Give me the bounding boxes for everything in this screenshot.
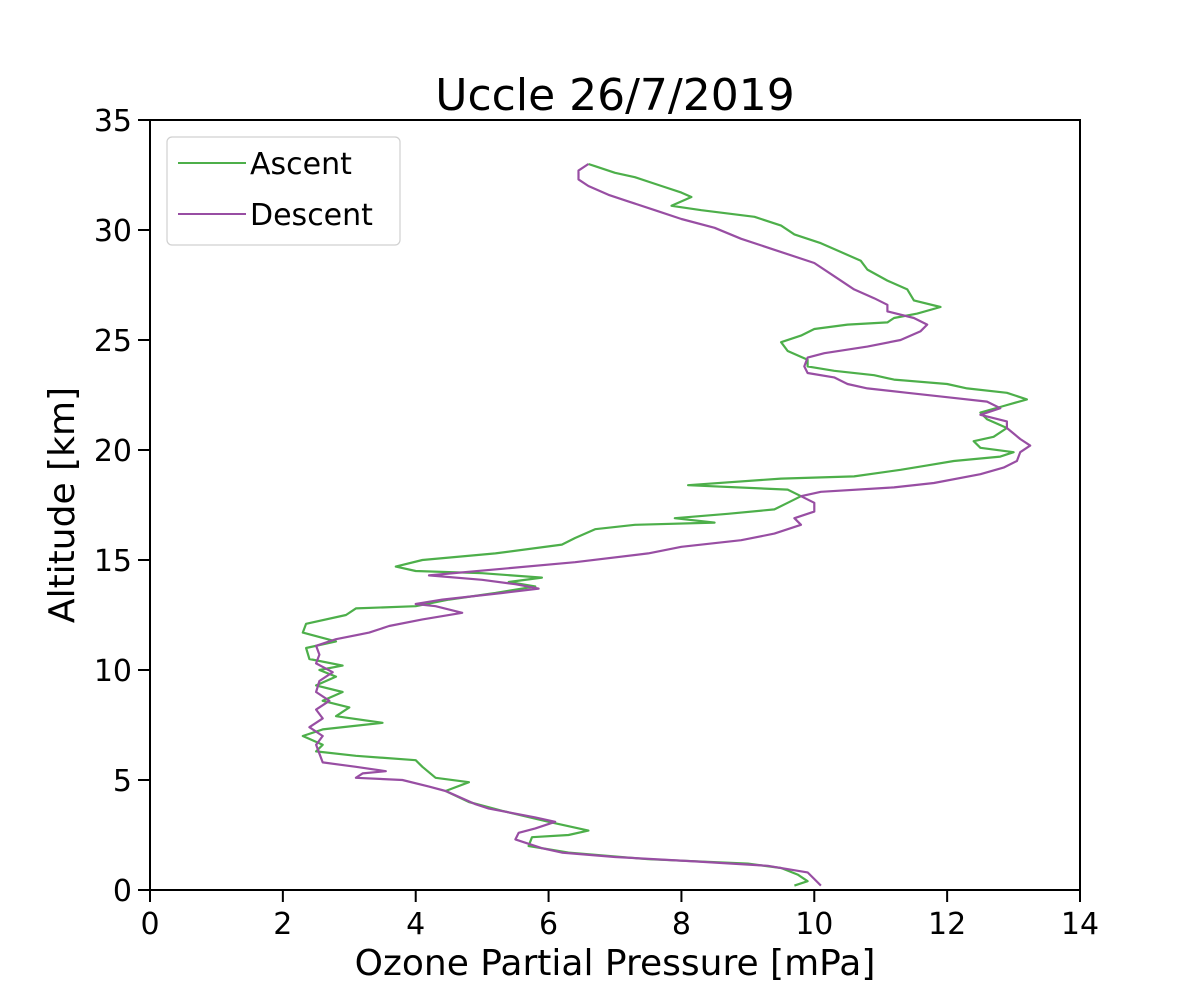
series-layer xyxy=(301,162,1032,887)
series-line-ascent xyxy=(301,162,1029,887)
y-tick-label: 35 xyxy=(94,104,132,139)
legend-label-ascent: Ascent xyxy=(250,147,352,182)
y-tick-label: 30 xyxy=(94,214,132,249)
chart-title: Uccle 26/7/2019 xyxy=(435,70,794,121)
x-axis-label: Ozone Partial Pressure [mPa] xyxy=(355,943,876,984)
x-tick-label: 14 xyxy=(1061,907,1099,942)
y-tick-label: 5 xyxy=(113,764,132,799)
x-axis-ticks: 0 2 4 6 8 10 12 14 xyxy=(140,890,1099,942)
y-tick-label: 25 xyxy=(94,324,132,359)
y-tick-label: 15 xyxy=(94,544,132,579)
series-line-descent xyxy=(308,163,1032,887)
y-tick-label: 10 xyxy=(94,654,132,689)
y-tick-label: 0 xyxy=(113,874,132,909)
x-tick-label: 6 xyxy=(539,907,558,942)
x-tick-label: 4 xyxy=(406,907,425,942)
x-tick-label: 2 xyxy=(273,907,292,942)
y-axis-ticks: 0 5 10 15 20 25 30 35 xyxy=(94,104,150,909)
x-tick-label: 8 xyxy=(672,907,691,942)
x-tick-label: 10 xyxy=(795,907,833,942)
y-axis-label: Altitude [km] xyxy=(42,387,83,623)
x-tick-label: 12 xyxy=(928,907,966,942)
legend: Ascent Descent xyxy=(166,136,401,246)
plot-area xyxy=(149,119,1081,891)
legend-label-descent: Descent xyxy=(250,198,373,233)
y-tick-label: 20 xyxy=(94,434,132,469)
x-tick-label: 0 xyxy=(140,907,159,942)
